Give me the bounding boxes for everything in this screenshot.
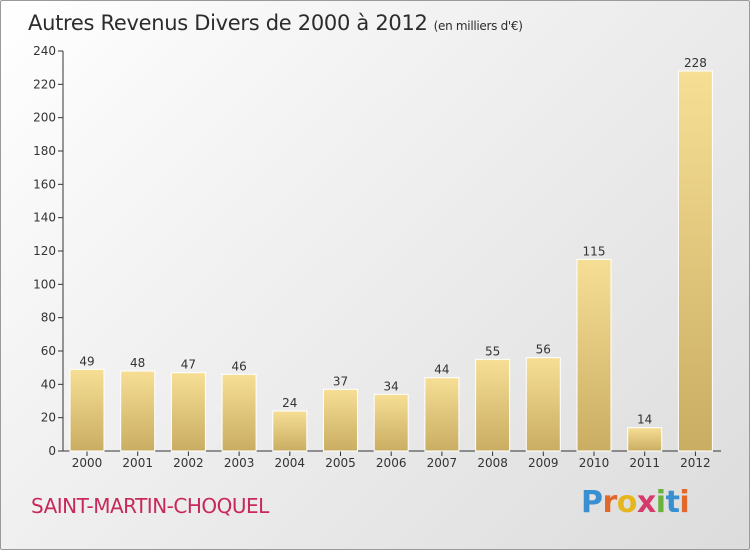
proxiti-logo[interactable]: Proxiti bbox=[581, 485, 690, 520]
data-label-2008: 55 bbox=[485, 344, 500, 358]
bar-2000 bbox=[69, 368, 105, 452]
x-tick-label-2009: 2009 bbox=[528, 456, 559, 470]
bar-2007 bbox=[424, 377, 460, 452]
bar-2002 bbox=[170, 372, 206, 452]
bar-2009 bbox=[525, 357, 561, 452]
x-tick-label-2008: 2008 bbox=[477, 456, 508, 470]
y-tick-label: 40 bbox=[41, 377, 56, 391]
x-tick-label-2004: 2004 bbox=[275, 456, 306, 470]
bar-2001 bbox=[120, 370, 156, 452]
bar-2005 bbox=[323, 388, 358, 452]
bar-2012 bbox=[677, 70, 713, 452]
bar-2003 bbox=[221, 373, 257, 452]
commune-name: SAINT-MARTIN-CHOQUEL bbox=[31, 494, 269, 518]
x-tick-label-2010: 2010 bbox=[579, 456, 610, 470]
chart-title-unit: (en milliers d'€) bbox=[433, 19, 523, 33]
data-label-2001: 48 bbox=[130, 356, 145, 370]
y-tick-label: 60 bbox=[41, 344, 56, 358]
x-tick-label-2005: 2005 bbox=[325, 456, 356, 470]
x-tick-label-2002: 2002 bbox=[173, 456, 204, 470]
data-label-2005: 37 bbox=[333, 374, 348, 388]
logo-letter: r bbox=[602, 485, 618, 520]
bar-2006 bbox=[373, 393, 409, 452]
data-label-2006: 34 bbox=[384, 379, 399, 393]
chart-title-text: Autres Revenus Divers de 2000 à 2012 bbox=[28, 11, 428, 35]
chart-title: Autres Revenus Divers de 2000 à 2012 (en … bbox=[28, 11, 523, 35]
y-tick-label: 160 bbox=[33, 177, 56, 191]
y-tick-label: 220 bbox=[33, 77, 56, 91]
logo-letter: o bbox=[616, 485, 638, 520]
x-tick-label-2001: 2001 bbox=[122, 456, 153, 470]
bar-2010 bbox=[576, 258, 612, 452]
x-tick-label-2012: 2012 bbox=[680, 456, 711, 470]
y-tick-label: 80 bbox=[41, 311, 56, 325]
bar-2011 bbox=[627, 427, 663, 452]
x-tick-label-2000: 2000 bbox=[72, 456, 103, 470]
data-label-2002: 47 bbox=[181, 358, 196, 372]
x-tick-label-2003: 2003 bbox=[224, 456, 255, 470]
bar-2004 bbox=[272, 410, 308, 452]
x-tick-label-2011: 2011 bbox=[629, 456, 660, 470]
logo-letter: i bbox=[655, 485, 666, 520]
x-tick-label-2006: 2006 bbox=[376, 456, 407, 470]
y-tick-label: 20 bbox=[41, 411, 56, 425]
data-label-2000: 49 bbox=[79, 354, 94, 368]
data-label-2012: 228 bbox=[684, 56, 707, 70]
data-label-2009: 56 bbox=[536, 343, 551, 357]
y-tick-label: 120 bbox=[33, 244, 56, 258]
y-tick-label: 0 bbox=[48, 444, 56, 458]
bars: 49 48 47 46 24 37 34 44 55 56 115 14 228 bbox=[69, 56, 713, 452]
y-tick-label: 200 bbox=[33, 111, 56, 125]
bar-2008 bbox=[475, 358, 511, 452]
y-axis: 0 20 40 60 80 100 120 140 160 180 200 220 240 bbox=[33, 44, 64, 458]
x-tick-label-2007: 2007 bbox=[427, 456, 458, 470]
y-tick-label: 140 bbox=[33, 211, 56, 225]
data-label-2007: 44 bbox=[434, 363, 449, 377]
y-tick-label: 180 bbox=[33, 144, 56, 158]
y-tick-label: 100 bbox=[33, 277, 56, 291]
data-label-2004: 24 bbox=[282, 396, 297, 410]
data-label-2010: 115 bbox=[583, 244, 606, 258]
logo-letter: t bbox=[665, 485, 680, 520]
data-label-2003: 46 bbox=[231, 359, 246, 373]
x-axis: 2000 2001 2002 2003 2004 2005 2006 2007 2008 2009… bbox=[63, 450, 721, 470]
logo-letter: i bbox=[679, 485, 690, 520]
logo-letter: x bbox=[636, 485, 656, 520]
y-tick-label: 240 bbox=[33, 44, 56, 58]
data-label-2011: 14 bbox=[637, 413, 652, 427]
logo-letter: P bbox=[581, 485, 603, 520]
